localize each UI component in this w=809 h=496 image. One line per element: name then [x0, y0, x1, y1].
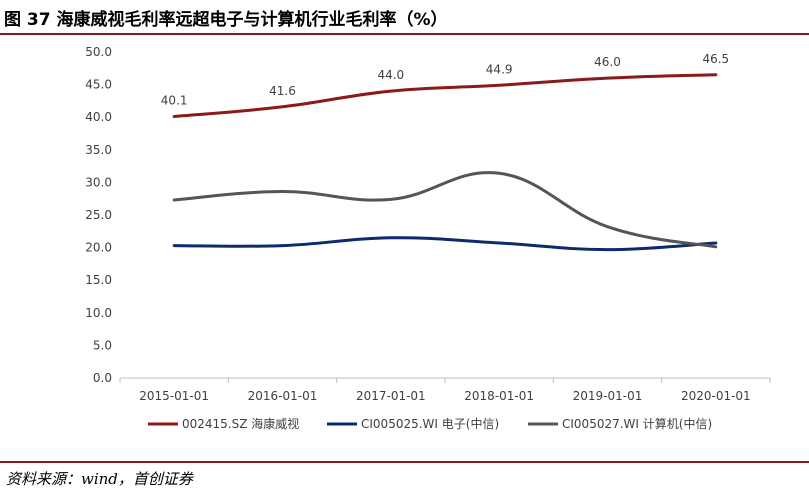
- legend-label: CI005025.WI 电子(中信): [361, 416, 499, 431]
- y-tick-label: 35.0: [85, 143, 112, 157]
- series-line-1: [172, 236, 718, 252]
- x-tick-label: 2016-01-01: [248, 389, 318, 403]
- footer-rule: [0, 461, 809, 463]
- y-tick-label: 15.0: [85, 273, 112, 287]
- data-label: 44.9: [486, 62, 513, 76]
- y-tick-label: 25.0: [85, 208, 112, 222]
- data-label: 41.6: [269, 84, 296, 98]
- title-bar: 图 37 海康威视毛利率远超电子与计算机行业毛利率（%）: [0, 0, 809, 32]
- source-note: 资料来源：wind，首创证券: [6, 470, 193, 488]
- x-tick-label: 2019-01-01: [573, 389, 643, 403]
- chart-area: 0.0 5.0 10.0 15.0 20.0 25.0 30.0 35.0 40.0 45.0 50…: [0, 36, 809, 456]
- y-tick-label: 5.0: [93, 338, 112, 352]
- title-rule: [0, 33, 809, 35]
- y-tick-label: 10.0: [85, 306, 112, 320]
- y-tick-label: 40.0: [85, 110, 112, 124]
- data-label: 44.0: [377, 68, 404, 82]
- data-label: 46.0: [594, 55, 621, 69]
- y-tick-label: 30.0: [85, 175, 112, 189]
- x-tick-label: 2017-01-01: [356, 389, 426, 403]
- data-label: 46.5: [702, 52, 729, 66]
- x-tick-label: 2015-01-01: [139, 389, 209, 403]
- y-tick-label: 45.0: [85, 78, 112, 92]
- legend-label: CI005027.WI 计算机(中信): [562, 416, 712, 431]
- y-tick-label: 0.0: [93, 371, 112, 385]
- legend-label: 002415.SZ 海康威视: [182, 416, 299, 431]
- series-line-2: [172, 171, 718, 249]
- data-label: 40.1: [161, 94, 188, 108]
- x-tick-label: 2018-01-01: [464, 389, 534, 403]
- chart-title: 图 37 海康威视毛利率远超电子与计算机行业毛利率（%）: [4, 10, 448, 30]
- y-tick-label: 50.0: [85, 45, 112, 59]
- y-tick-label: 20.0: [85, 241, 112, 255]
- line-chart: 0.0 5.0 10.0 15.0 20.0 25.0 30.0 35.0 40.0 45.0 50…: [85, 45, 771, 431]
- x-tick-label: 2020-01-01: [681, 389, 751, 403]
- series-line-0: [172, 73, 718, 118]
